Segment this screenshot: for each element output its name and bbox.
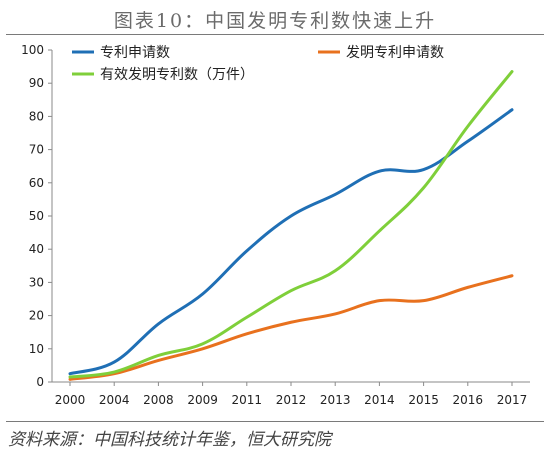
x-tick-label: 2017 bbox=[497, 393, 528, 407]
y-tick-label: 60 bbox=[29, 176, 44, 190]
y-tick-label: 80 bbox=[29, 109, 44, 123]
x-tick-label: 2016 bbox=[453, 393, 484, 407]
y-tick-label: 0 bbox=[36, 375, 44, 389]
source-note: 资料来源：中国科技统计年鉴，恒大研究院 bbox=[8, 425, 331, 450]
legend-label: 专利申请数 bbox=[100, 45, 170, 61]
line-chart: 0 10 20 30 40 50 60 70 80 90 100 2000 2004 2008 2009 20… bbox=[0, 0, 550, 420]
x-tick-label: 2009 bbox=[187, 393, 218, 407]
series-line-3 bbox=[70, 72, 512, 377]
x-tick-label: 2004 bbox=[99, 393, 130, 407]
x-tick-label: 2008 bbox=[143, 393, 174, 407]
x-tick-label: 2011 bbox=[232, 393, 263, 407]
y-tick-label: 10 bbox=[29, 342, 44, 356]
y-tick-label: 30 bbox=[29, 275, 44, 289]
x-tick-label: 2014 bbox=[364, 393, 395, 407]
y-tick-label: 50 bbox=[29, 209, 44, 223]
y-tick-label: 40 bbox=[29, 242, 44, 256]
x-tick-label: 2015 bbox=[408, 393, 439, 407]
x-tick-label: 2000 bbox=[55, 393, 86, 407]
y-tick-label: 90 bbox=[29, 76, 44, 90]
legend-label: 发明专利申请数 bbox=[346, 45, 444, 61]
y-tick-label: 100 bbox=[21, 43, 44, 57]
series-line-1 bbox=[70, 110, 512, 374]
y-tick-label: 20 bbox=[29, 309, 44, 323]
source-rule bbox=[6, 421, 544, 422]
y-tick-label: 70 bbox=[29, 143, 44, 157]
x-tick-label: 2012 bbox=[276, 393, 307, 407]
x-tick-label: 2013 bbox=[320, 393, 351, 407]
legend-label: 有效发明专利数（万件） bbox=[100, 67, 254, 83]
